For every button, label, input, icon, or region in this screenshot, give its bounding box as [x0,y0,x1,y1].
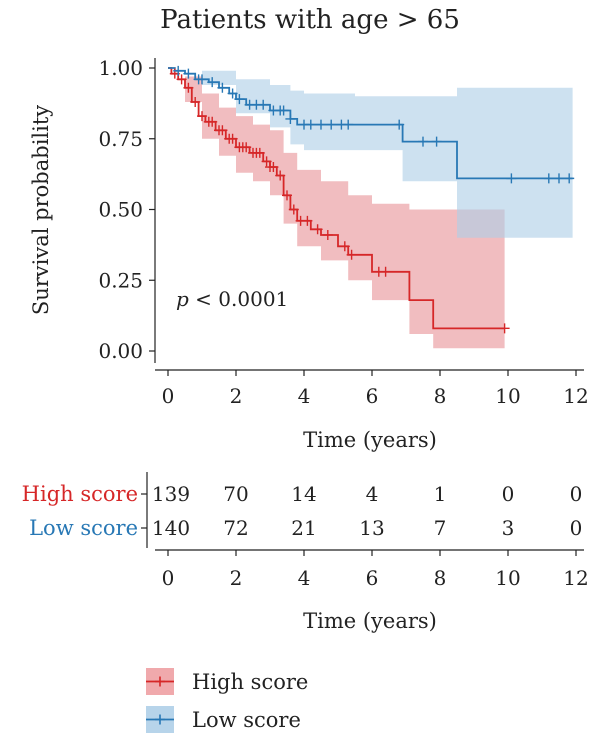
censor-low-score-27 [564,173,575,184]
risk-count-high-score-0: 139 [152,482,190,506]
censor-high-score-28 [346,249,357,260]
censor-high-score-19 [268,162,279,173]
censor-low-score-23 [431,136,442,147]
censor-high-score-4 [197,111,207,122]
censor-high-score-1 [176,74,187,85]
censor-low-score-25 [543,173,554,184]
censor-high-score-6 [207,116,218,127]
band-high-score [168,68,505,349]
axes: 0.00 0.25 0.50 0.75 1.00 0 2 4 6 8 10 12 [98,56,588,408]
censor-low-score-6 [227,88,238,99]
risk-count-high-score-6: 4 [366,482,379,506]
legend: High score Low score [146,668,308,733]
risk-count-high-score-4: 14 [291,482,316,506]
censor-low-score-10 [258,99,269,110]
censor-high-score-21 [282,190,292,201]
censor-low-score-20 [343,119,354,130]
x-tick-label-2: 2 [230,384,243,408]
y-tick-label-0.75: 0.75 [98,127,143,151]
censor-high-score-16 [254,147,265,158]
risk-count-low-score-0: 140 [152,516,190,540]
censor-low-score-4 [207,77,218,88]
risk-x-tick-label-4: 4 [298,566,311,590]
censor-low-score-18 [326,119,337,130]
censor-high-score-27 [339,241,350,252]
censor-high-score-20 [275,170,286,181]
risk-count-low-score-2: 72 [223,516,248,540]
risk-count-low-score-10: 3 [502,516,515,540]
risk-x-tick-label-2: 2 [230,566,243,590]
censor-high-score-31 [499,323,510,334]
censor-high-score-22 [288,204,299,215]
censor-low-score-13 [278,105,289,116]
censor-low-score-24 [506,173,517,184]
y-tick-label-0.00: 0.00 [98,339,143,363]
legend-marker-high-score [155,676,165,687]
censor-high-score-10 [227,133,238,144]
risk-count-high-score-2: 70 [223,482,248,506]
risk-x-tick-label-0: 0 [162,566,175,590]
risk-count-low-score-6: 13 [359,516,384,540]
risk-x-axis-label: Time (years) [303,609,437,633]
censor-high-score-25 [312,224,323,235]
censor-low-score-5 [217,82,228,93]
censor-low-score-14 [285,113,296,124]
x-tick-label-8: 8 [434,384,447,408]
p-value-annotation: p < 0.0001 [176,287,288,311]
p-value-text: < 0.0001 [189,287,288,311]
censor-low-score-26 [554,173,564,184]
risk-x-tick-label-12: 12 [563,566,588,590]
risk-row-label-low-score: Low score [29,516,138,540]
risk-count-high-score-8: 1 [434,482,447,506]
censor-high-score-13 [241,142,252,153]
x-axis-label: Time (years) [303,428,437,452]
censor-low-score-17 [316,119,326,130]
y-tick-label-0.50: 0.50 [98,198,143,222]
censor-high-score-2 [183,82,194,93]
risk-x-tick-label-6: 6 [366,566,379,590]
x-tick-label-6: 6 [366,384,379,408]
censor-high-score-3 [190,96,201,107]
censor-high-score-30 [380,266,391,277]
legend-label-low-score: Low score [192,708,301,732]
risk-count-low-score-12: 0 [570,516,583,540]
censor-high-score-8 [217,125,228,136]
y-axis-label: Survival probability [29,105,53,315]
legend-label-high-score: High score [192,670,308,694]
censor-high-score-24 [302,215,313,226]
censor-low-score-1 [183,68,194,79]
x-tick-label-4: 4 [298,384,311,408]
y-tick-label-0.25: 0.25 [98,268,143,292]
censor-low-score-0 [173,65,184,76]
censor-low-score-21 [394,119,405,130]
censor-low-score-7 [234,94,245,105]
risk-x-tick-label-8: 8 [434,566,447,590]
censor-low-score-3 [197,74,207,85]
risk-count-high-score-12: 0 [570,482,583,506]
censor-low-score-16 [305,119,316,130]
legend-marker-low-score [155,714,165,725]
risk-row-label-high-score: High score [22,482,138,506]
chart-title: Patients with age > 65 [160,5,460,35]
p-symbol: p [176,287,189,311]
x-tick-label-12: 12 [563,384,588,408]
censor-marks [169,65,575,334]
risk-count-low-score-4: 21 [291,516,316,540]
risk-x-tick-label-10: 10 [495,566,520,590]
censor-high-score-17 [261,156,272,167]
censor-high-score-26 [322,229,333,240]
x-tick-label-0: 0 [162,384,175,408]
risk-count-high-score-10: 0 [502,482,515,506]
x-tick-label-10: 10 [495,384,520,408]
y-tick-label-1.00: 1.00 [98,56,143,80]
censor-low-score-22 [418,136,428,147]
risk-count-low-score-8: 7 [434,516,447,540]
